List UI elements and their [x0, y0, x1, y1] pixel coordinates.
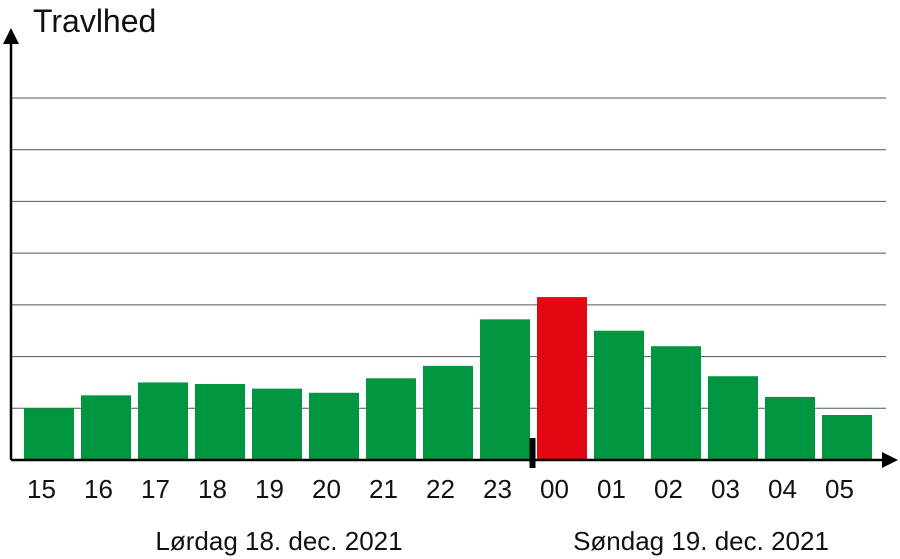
x-tick-label: 05 [825, 474, 854, 504]
bar [366, 378, 416, 460]
bar [480, 319, 530, 460]
x-tick-label: 18 [198, 474, 227, 504]
x-tick-label: 15 [27, 474, 56, 504]
x-tick-label: 21 [369, 474, 398, 504]
bar [765, 396, 815, 460]
x-axis-arrow-icon [882, 452, 898, 468]
x-tick-label: 01 [597, 474, 626, 504]
x-tick-label: 00 [540, 474, 569, 504]
bar-highlighted [537, 297, 587, 460]
midnight-marker [529, 438, 536, 468]
x-tick-label: 03 [711, 474, 740, 504]
day-label-saturday: Lørdag 18. dec. 2021 [155, 526, 402, 556]
x-tick-label: 22 [426, 474, 455, 504]
bar [651, 346, 701, 460]
bar [822, 415, 872, 460]
bar [708, 376, 758, 460]
gridlines [11, 97, 886, 409]
x-tick-label: 17 [141, 474, 170, 504]
bar [81, 395, 131, 460]
day-label-sunday: Søndag 19. dec. 2021 [573, 526, 829, 556]
axes [3, 28, 898, 468]
x-tick-label: 19 [255, 474, 284, 504]
x-tick-label: 04 [768, 474, 797, 504]
bar [309, 392, 359, 460]
bar [24, 408, 74, 460]
x-tick-label: 23 [483, 474, 512, 504]
bars [24, 297, 872, 460]
y-axis-title: Travlhed [33, 3, 156, 39]
x-tick-label: 20 [312, 474, 341, 504]
bar [423, 365, 473, 460]
x-tick-label: 16 [84, 474, 113, 504]
bar [594, 330, 644, 460]
x-tick-labels: 15 16 17 18 19 20 21 22 23 00 01 02 03 04 05 [27, 474, 854, 504]
x-tick-label: 02 [654, 474, 683, 504]
bar [195, 383, 245, 460]
bar [252, 388, 302, 460]
bar [138, 382, 188, 460]
y-axis-arrow-icon [3, 28, 19, 44]
